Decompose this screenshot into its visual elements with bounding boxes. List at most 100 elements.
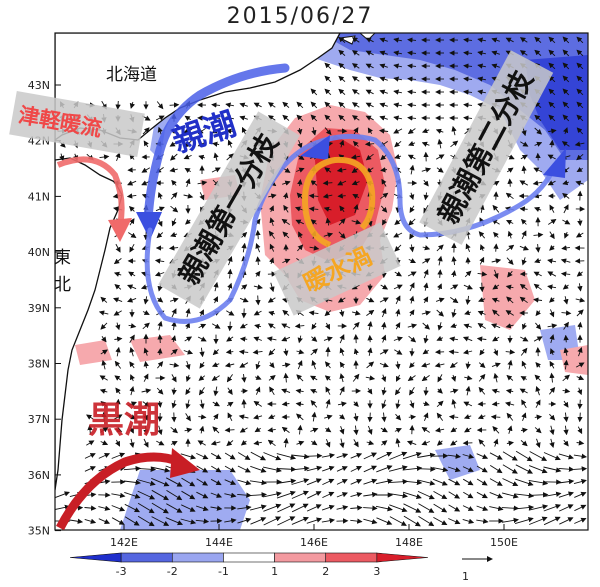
vector-arrow (406, 440, 417, 446)
vector-arrow (267, 102, 276, 108)
vector-arrow (212, 426, 220, 434)
vector-arrow (263, 452, 282, 461)
vector-arrow (506, 374, 514, 381)
vector-arrow (310, 114, 318, 122)
vector-arrow (269, 386, 275, 396)
vector-arrow (576, 49, 584, 57)
vector-arrow (393, 336, 403, 342)
vector-arrow (515, 478, 534, 487)
vector-arrow (101, 359, 107, 370)
vector-arrow (99, 375, 108, 381)
vector-arrow (450, 140, 459, 148)
vector-arrow (576, 309, 584, 317)
vector-arrow (353, 425, 359, 436)
vector-arrow (339, 386, 345, 396)
colorbar-tick-label: -2 (167, 565, 178, 578)
vector-arrow (437, 388, 443, 394)
vector-arrow (394, 271, 402, 277)
vector-arrow (407, 89, 417, 95)
vector-arrow (576, 166, 583, 173)
vector-arrow (351, 89, 360, 95)
vector-arrow (505, 349, 516, 355)
vector-arrow (534, 258, 542, 264)
vector-arrow (295, 388, 304, 394)
vector-arrow (339, 309, 345, 317)
vector-arrow (283, 437, 289, 448)
vector-arrow (211, 323, 221, 329)
vector-arrow (505, 388, 514, 394)
vector-arrow (311, 359, 317, 370)
vector-arrow (437, 138, 443, 149)
vector-arrow (351, 63, 360, 69)
vector-arrow (281, 388, 291, 394)
vector-arrow (407, 271, 417, 277)
vector-arrow (351, 180, 360, 186)
vector-arrow (198, 323, 207, 329)
vector-arrow (535, 310, 542, 317)
vector-arrow (543, 491, 562, 498)
vector-arrow (226, 336, 234, 342)
vector-arrow (124, 491, 141, 499)
vector-arrow (142, 127, 150, 135)
vector-arrow (255, 256, 261, 265)
vector-arrow (128, 232, 137, 239)
vector-arrow (549, 139, 555, 148)
vector-arrow (421, 128, 430, 134)
vector-arrow (183, 193, 194, 199)
vector-arrow (295, 219, 304, 225)
vector-arrow (166, 490, 183, 501)
vector-arrow (224, 518, 237, 524)
vector-arrow (184, 336, 193, 342)
vector-arrow (534, 427, 542, 434)
vector-arrow (338, 218, 346, 226)
vector-arrow (379, 115, 388, 121)
vector-arrow (421, 440, 430, 446)
vector-arrow (533, 271, 542, 277)
vector-arrow (100, 349, 108, 355)
vector-arrow (129, 438, 135, 448)
vector-arrow (129, 218, 135, 226)
vector-arrow (213, 152, 219, 161)
vector-arrow (450, 427, 458, 433)
vector-arrow (169, 245, 179, 251)
vector-arrow (321, 518, 335, 524)
vector-arrow (210, 440, 221, 446)
vector-arrow (529, 465, 548, 474)
vector-arrow (505, 310, 514, 316)
vector-arrow (142, 401, 150, 407)
vector-arrow (336, 167, 347, 173)
vector-arrow (323, 206, 332, 212)
vector-arrow (505, 37, 514, 43)
vector-arrow (363, 491, 378, 498)
vector-arrow (143, 425, 149, 435)
vector-arrow (382, 219, 388, 226)
vector-arrow (548, 114, 556, 122)
vector-arrow (281, 218, 290, 225)
vector-arrow (437, 374, 443, 383)
vector-arrow (491, 297, 500, 303)
vector-arrow (129, 426, 134, 434)
vector-arrow (353, 439, 359, 448)
vector-arrow (321, 504, 335, 511)
vector-arrow (87, 424, 93, 435)
vector-arrow (339, 334, 345, 344)
vector-arrow (506, 244, 515, 252)
vector-arrow (463, 115, 473, 121)
vector-arrow (111, 452, 126, 459)
vector-arrow (395, 437, 401, 448)
vector-arrow (437, 255, 443, 266)
vector-arrow (502, 478, 519, 487)
vector-arrow (311, 322, 317, 330)
vector-arrow (237, 492, 252, 498)
vector-arrow (353, 127, 359, 135)
vector-arrow (212, 401, 220, 407)
vector-arrow (379, 50, 388, 56)
vector-arrow (519, 37, 528, 43)
vector-arrow (322, 193, 333, 199)
vector-arrow (311, 127, 317, 136)
vector-arrow (381, 178, 387, 187)
vector-arrow (436, 412, 444, 421)
vector-arrow (151, 477, 170, 487)
vector-arrow (308, 193, 319, 199)
vector-arrow (255, 360, 261, 370)
